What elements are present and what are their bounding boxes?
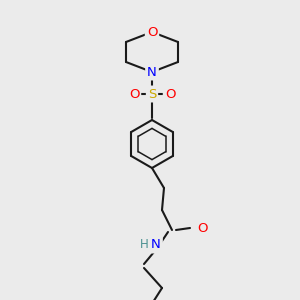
Text: O: O <box>129 88 139 100</box>
Text: N: N <box>151 238 161 251</box>
Text: S: S <box>148 88 156 100</box>
Text: O: O <box>165 88 175 100</box>
Text: O: O <box>197 221 207 235</box>
Text: H: H <box>140 238 148 251</box>
Text: N: N <box>147 65 157 79</box>
Text: O: O <box>147 26 157 38</box>
